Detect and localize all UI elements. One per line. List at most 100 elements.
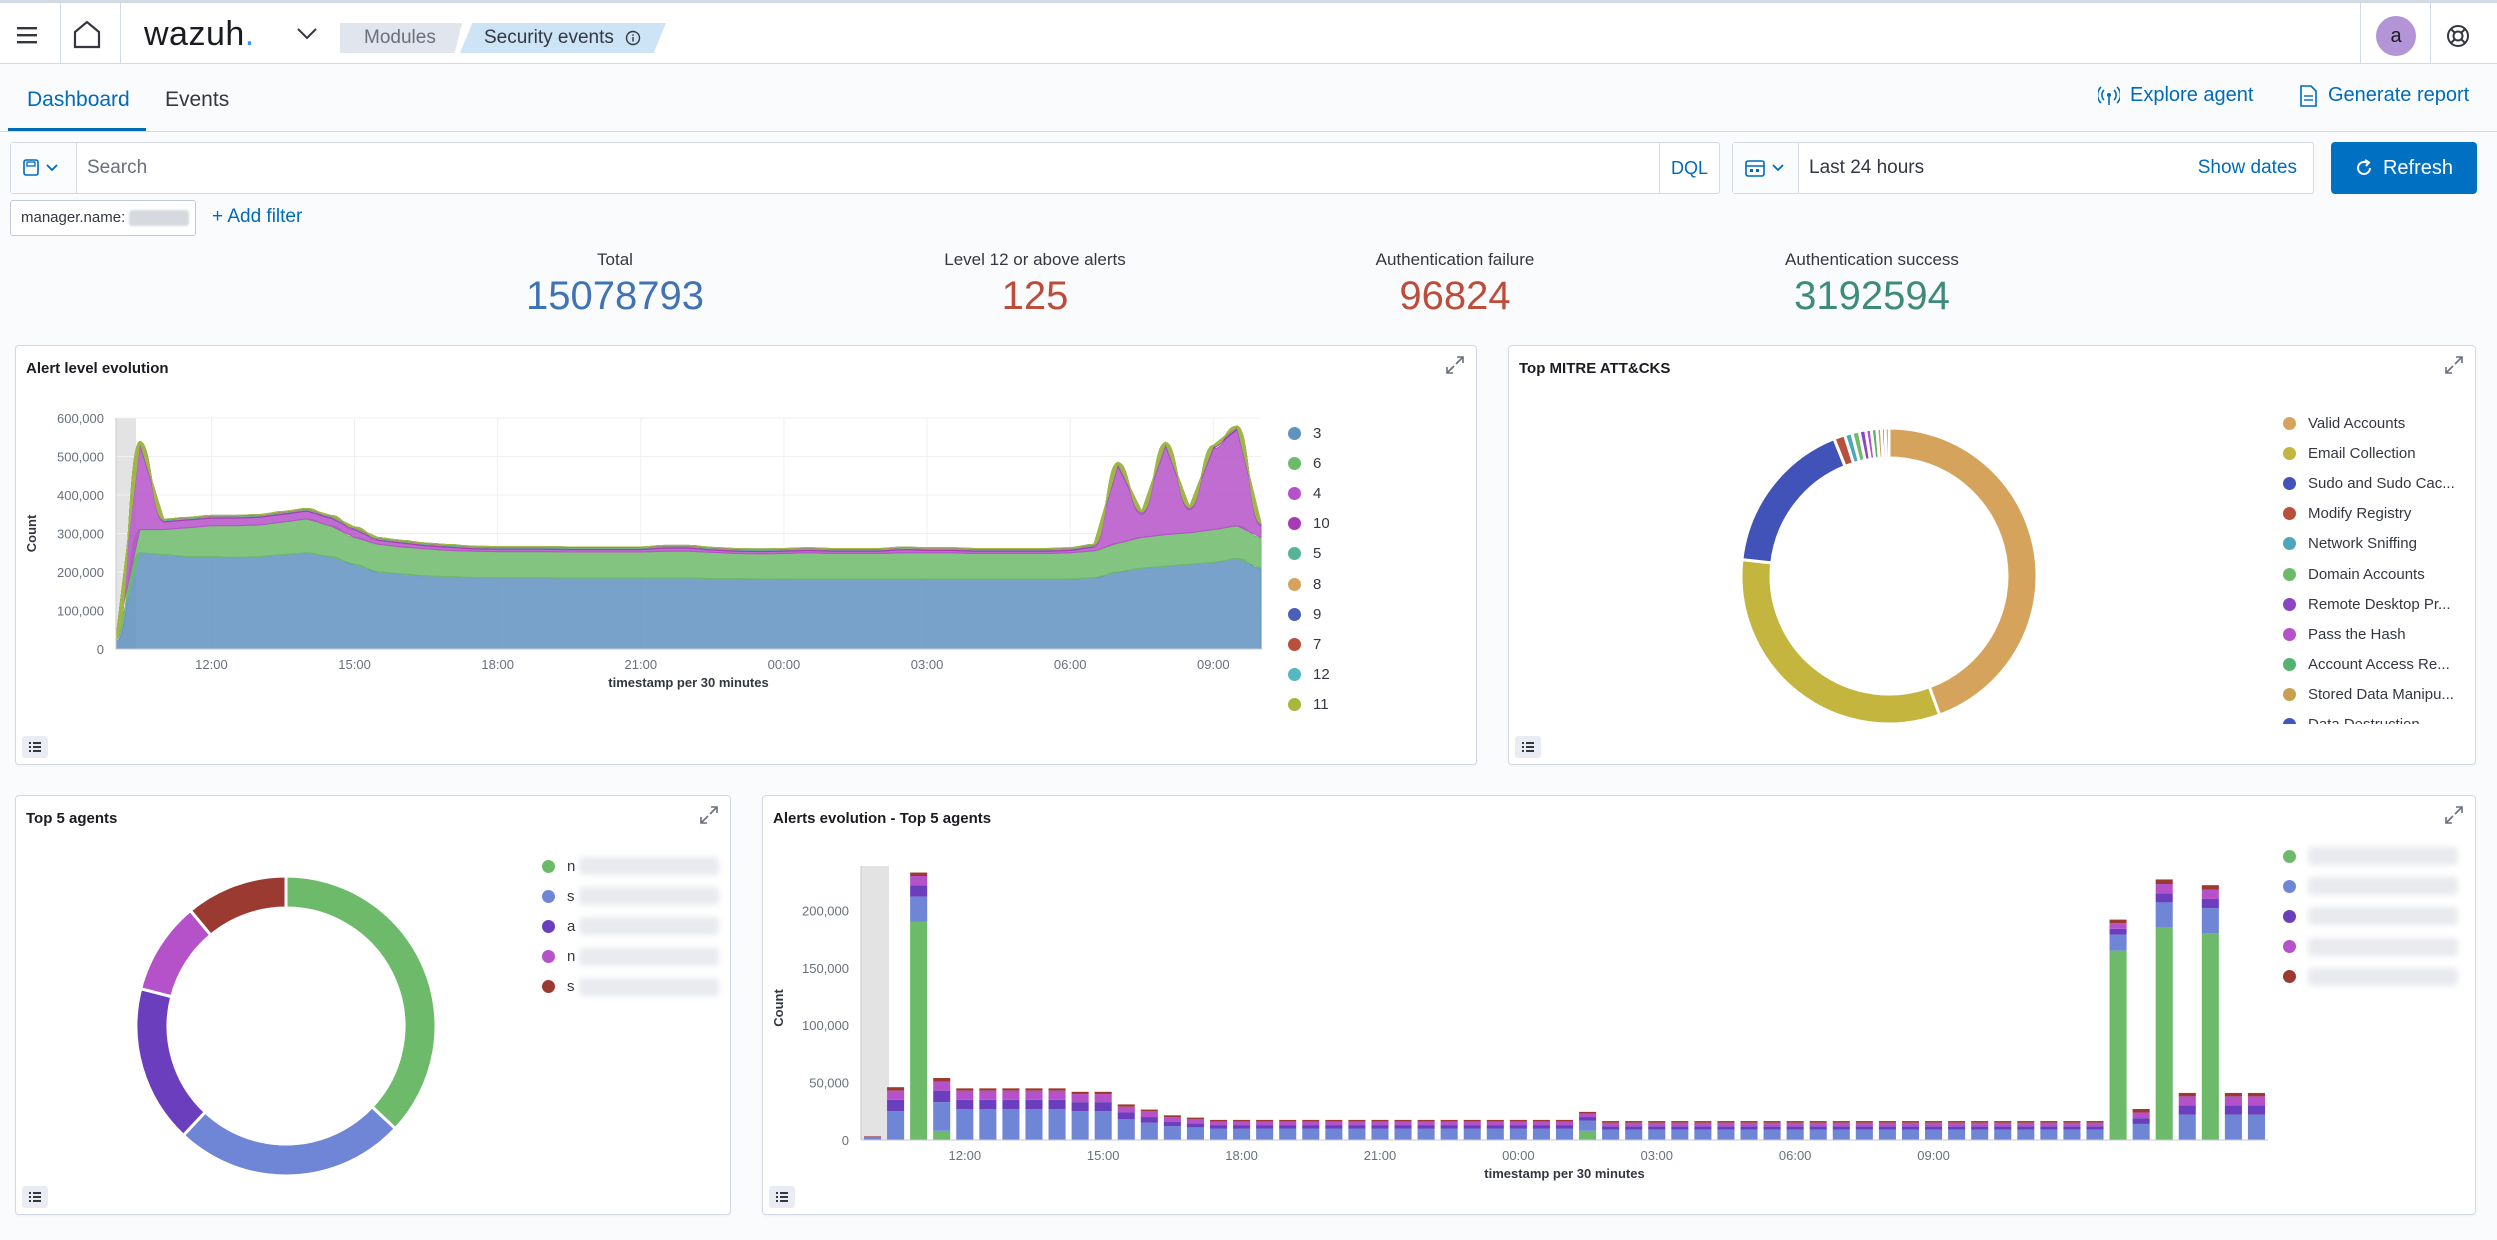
legend-toggle-icon[interactable]: [22, 1186, 48, 1208]
legend-item[interactable]: [2283, 932, 2458, 962]
legend-item[interactable]: Stored Data Manipu...: [2283, 680, 2473, 710]
saved-query-button[interactable]: [11, 143, 77, 193]
bar-segment: [2155, 927, 2173, 1140]
bar-segment: [1256, 1128, 1274, 1140]
legend-item[interactable]: n: [542, 942, 720, 972]
redacted-agent-name: [579, 917, 720, 936]
bar-segment: [2017, 1122, 2035, 1127]
metric-auth-success: Authentication success 3192594: [1752, 250, 1992, 319]
legend-item[interactable]: Network Sniffing: [2283, 529, 2473, 559]
legend-item[interactable]: 7: [1288, 629, 1330, 659]
legend-swatch: [2283, 416, 2296, 430]
legend-item[interactable]: s: [542, 972, 719, 1002]
legend-item[interactable]: [2283, 901, 2458, 931]
legend-label: 12: [1313, 666, 1330, 684]
legend-item[interactable]: Valid Accounts: [2283, 408, 2473, 438]
legend-item[interactable]: s: [542, 881, 719, 911]
metric-value[interactable]: 15078793: [526, 274, 704, 318]
bar-segment: [1048, 1090, 1066, 1100]
bar-segment: [1648, 1122, 1666, 1127]
bar-segment: [1971, 1121, 1989, 1123]
expand-icon[interactable]: [2443, 354, 2465, 376]
tab-events[interactable]: Events: [165, 88, 230, 111]
legend-item[interactable]: [2283, 841, 2458, 871]
legend-toggle-icon[interactable]: [1515, 736, 1541, 758]
filter-pill-manager-name[interactable]: manager.name:: [10, 200, 196, 236]
bar-segment: [1325, 1125, 1343, 1129]
legend-item[interactable]: 11: [1288, 690, 1330, 720]
bar-segment: [1025, 1109, 1043, 1140]
legend-item[interactable]: 5: [1288, 539, 1330, 569]
bar-segment: [1417, 1128, 1435, 1140]
chevron-down-icon[interactable]: [294, 25, 320, 43]
query-language-button[interactable]: DQL: [1659, 143, 1719, 193]
search-input[interactable]: [87, 143, 1667, 193]
legend-item[interactable]: 3: [1288, 418, 1330, 448]
info-icon[interactable]: [625, 30, 641, 46]
legend-swatch: [2283, 507, 2296, 521]
legend-item[interactable]: Remote Desktop Pr...: [2283, 589, 2473, 619]
x-tick-label: 12:00: [949, 1148, 982, 1163]
expand-icon[interactable]: [698, 804, 720, 826]
legend-item[interactable]: n: [542, 851, 720, 881]
legend-item[interactable]: 6: [1288, 448, 1330, 478]
bar-segment: [1579, 1130, 1597, 1140]
legend-item[interactable]: Account Access Re...: [2283, 650, 2473, 680]
legend-item[interactable]: 8: [1288, 569, 1330, 599]
bar-segment: [1486, 1128, 1504, 1140]
legend-item[interactable]: Data Destruction: [2283, 710, 2473, 724]
bar-segment: [1163, 1115, 1181, 1118]
show-dates-link[interactable]: Show dates: [2197, 157, 2297, 178]
legend-item[interactable]: Email Collection: [2283, 438, 2473, 468]
legend-item[interactable]: 10: [1288, 509, 1330, 539]
legend-item[interactable]: [2283, 962, 2458, 992]
home-icon[interactable]: [70, 17, 104, 51]
bar-segment: [1048, 1088, 1066, 1091]
legend-item[interactable]: 4: [1288, 478, 1330, 508]
bar-segment: [1094, 1102, 1112, 1112]
legend-item[interactable]: [2283, 871, 2458, 901]
legend-item[interactable]: 12: [1288, 660, 1330, 690]
quick-date-menu-button[interactable]: [1733, 143, 1799, 193]
generate-report-button[interactable]: Generate report: [2298, 84, 2469, 107]
legend-item[interactable]: 9: [1288, 599, 1330, 629]
legend-item[interactable]: a: [542, 911, 720, 941]
explore-agent-button[interactable]: Explore agent: [2098, 84, 2253, 107]
legend-item[interactable]: Pass the Hash: [2283, 619, 2473, 649]
donut-slice: [1739, 557, 1942, 726]
menu-icon[interactable]: [14, 21, 44, 49]
legend-swatch: [2283, 446, 2296, 460]
legend-swatch: [2283, 940, 2296, 954]
filter-label: manager.name:: [21, 209, 126, 226]
bar-segment: [2040, 1121, 2058, 1123]
expand-icon[interactable]: [2443, 804, 2465, 826]
panel-alerts-evolution-top-agents: Alerts evolution - Top 5 agents 0 50,000 1…: [762, 795, 2476, 1215]
legend-toggle-icon[interactable]: [22, 736, 48, 758]
add-filter-button[interactable]: + Add filter: [212, 206, 303, 227]
date-range-label[interactable]: Last 24 hours: [1809, 157, 1925, 178]
bar-segment: [1532, 1128, 1550, 1140]
metric-value[interactable]: 96824: [1399, 274, 1511, 318]
legend-toggle-icon[interactable]: [769, 1186, 795, 1208]
tab-dashboard[interactable]: Dashboard: [27, 88, 130, 111]
metric-value[interactable]: 3192594: [1794, 274, 1950, 318]
bar-segment: [1417, 1119, 1435, 1122]
bar-segment: [1048, 1099, 1066, 1110]
breadcrumb-modules[interactable]: Modules: [340, 23, 462, 53]
user-avatar[interactable]: a: [2376, 16, 2416, 56]
legend-item[interactable]: Sudo and Sudo Cac...: [2283, 468, 2473, 498]
legend-item[interactable]: Modify Registry: [2283, 499, 2473, 529]
legend-label: 9: [1313, 605, 1322, 623]
help-icon[interactable]: [2444, 22, 2472, 50]
expand-icon[interactable]: [1444, 354, 1466, 376]
bar-segment: [1971, 1126, 1989, 1130]
refresh-button[interactable]: Refresh: [2331, 142, 2477, 194]
bar-segment: [1832, 1122, 1850, 1127]
donut-slice: [1887, 426, 2039, 717]
bar-segment: [1117, 1106, 1135, 1113]
wazuh-logo[interactable]: wazuh.: [144, 15, 255, 53]
bar-segment: [1256, 1125, 1274, 1129]
metric-value[interactable]: 125: [1001, 274, 1069, 318]
legend-item[interactable]: Domain Accounts: [2283, 559, 2473, 589]
